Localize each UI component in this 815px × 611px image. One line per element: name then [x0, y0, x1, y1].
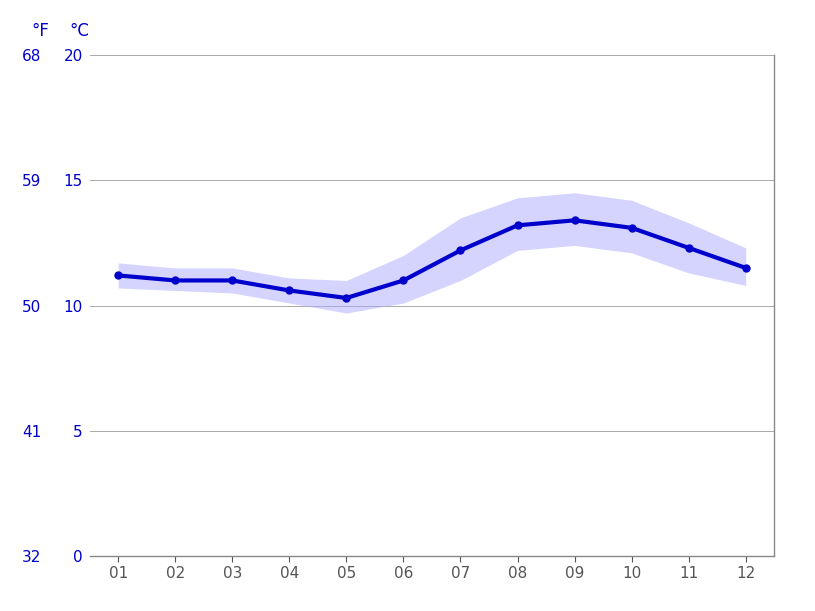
Text: °F: °F — [32, 22, 50, 40]
Text: °C: °C — [69, 22, 89, 40]
